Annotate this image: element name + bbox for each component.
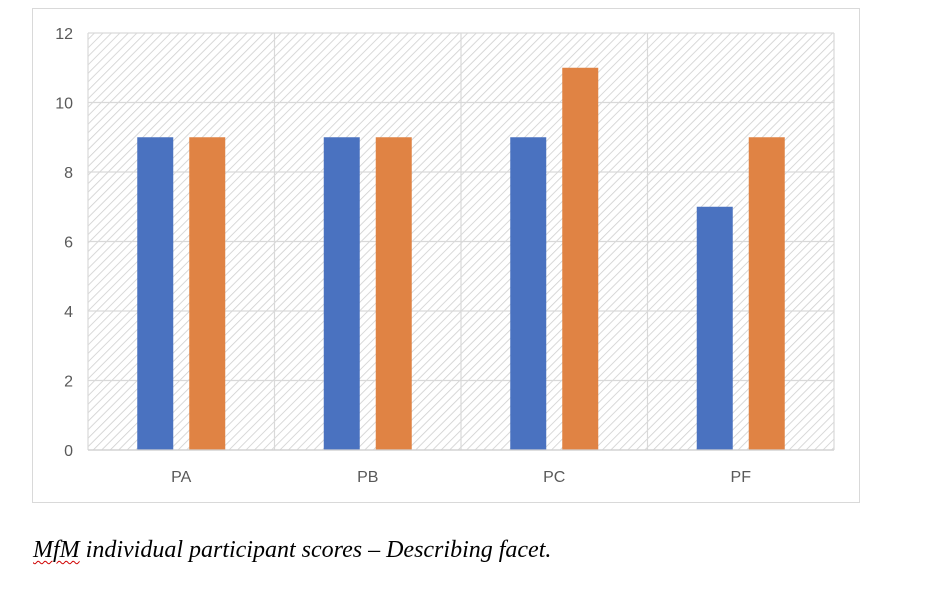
x-tick-label-pb: PB — [357, 469, 378, 486]
chart-frame: 0 2 4 6 8 10 12 PA PB PC PF — [32, 8, 860, 503]
bar-pf-series-2 — [748, 137, 785, 450]
bar-chart: 0 2 4 6 8 10 12 PA PB PC PF — [55, 26, 835, 486]
y-tick-label: 0 — [64, 443, 73, 460]
bar-pc-series-2 — [562, 67, 599, 450]
bar-pa-series-2 — [189, 137, 226, 450]
bar-pb-series-2 — [375, 137, 412, 450]
bar-pb-series-1 — [323, 137, 360, 450]
x-tick-label-pa: PA — [171, 469, 191, 486]
y-tick-label: 10 — [55, 96, 73, 113]
y-tick-label: 2 — [64, 374, 73, 391]
y-tick-label: 6 — [64, 235, 73, 252]
x-tick-label-pc: PC — [543, 469, 565, 486]
figure-caption: MfM individual participant scores – Desc… — [33, 537, 551, 564]
bar-pa-series-1 — [137, 137, 174, 450]
x-tick-label-pf: PF — [731, 469, 752, 486]
caption-text: individual participant scores – Describi… — [79, 537, 552, 563]
caption-misspelled-word: MfM — [33, 537, 80, 563]
y-tick-label: 4 — [64, 304, 73, 321]
y-tick-label: 12 — [55, 26, 73, 43]
bar-pf-series-1 — [696, 206, 733, 450]
y-tick-label: 8 — [64, 165, 73, 182]
bar-pc-series-1 — [510, 137, 547, 450]
